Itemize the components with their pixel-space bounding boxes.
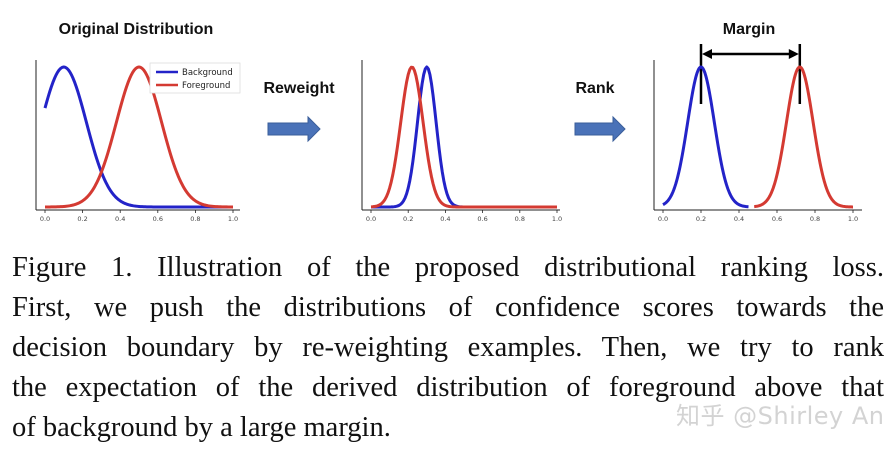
reweight-label: Reweight — [263, 80, 335, 97]
watermark: 知乎 @Shirley An — [676, 402, 885, 430]
x-tick-label: 0.4 — [440, 215, 450, 223]
panel-original-distribution: Original Distribution 0.0 0.2 0.4 0.6 0.8 1.0… — [35, 21, 241, 223]
panel-ranked-distribution: Margin 0.0 0.2 0.4 0.6 0.8 1.0 — [653, 21, 862, 223]
caption-line-5: of background by a large margin. — [12, 412, 391, 443]
rank-arrow-icon — [574, 115, 626, 143]
legend-box — [149, 62, 241, 94]
figure-1-diagram: Original Distribution 0.0 0.2 0.4 0.6 0.8 1.0… — [35, 21, 862, 223]
reweight-arrow-icon — [267, 115, 321, 143]
x-tick-label: 0.8 — [515, 215, 525, 223]
margin-arrowhead-left-icon — [702, 49, 712, 59]
legend-label-background: Background — [182, 68, 233, 78]
x-tick-label: 0.2 — [77, 215, 87, 223]
rank-label: Rank — [575, 80, 614, 97]
x-tick-label: 0.6 — [477, 215, 487, 223]
panel1-title: Original Distribution — [59, 21, 214, 38]
x-tick-label: 0.4 — [734, 215, 744, 223]
panel-reweighted-distribution: 0.0 0.2 0.4 0.6 0.8 1.0 — [361, 60, 562, 223]
series-curve-0 — [662, 65, 750, 209]
margin-arrowhead-right-icon — [788, 49, 799, 59]
margin-label: Margin — [723, 21, 775, 38]
x-tick-label: 0.2 — [403, 215, 413, 223]
x-tick-label: 0.0 — [40, 215, 50, 223]
x-tick-label: 0.0 — [658, 215, 668, 223]
caption-line-4: the expectation of the derived distribut… — [12, 372, 884, 403]
series-curve-1 — [753, 65, 854, 209]
reweight-arrow-group: Reweight — [263, 80, 335, 143]
x-tick-label: 0.4 — [115, 215, 125, 223]
caption-line-2: First, we push the distributions of conf… — [12, 292, 884, 323]
series-curve-0 — [43, 65, 233, 209]
legend: Background Foreground — [149, 62, 241, 94]
x-tick-label: 0.8 — [810, 215, 820, 223]
x-tick-label: 0.2 — [696, 215, 706, 223]
caption-line-1: Figure 1. Illustration of the proposed d… — [12, 252, 884, 283]
x-tick-label: 0.6 — [153, 215, 163, 223]
legend-label-foreground: Foreground — [182, 81, 230, 91]
rank-arrow-group: Rank — [574, 80, 626, 143]
series-curve-1 — [370, 65, 557, 209]
caption-line-3: decision boundary by re-weighting exampl… — [12, 332, 884, 363]
series-curve-1 — [44, 65, 234, 209]
x-tick-label: 1.0 — [848, 215, 858, 223]
x-tick-label: 1.0 — [552, 215, 562, 223]
x-tick-label: 0.6 — [772, 215, 782, 223]
x-tick-label: 0.0 — [366, 215, 376, 223]
figure-caption: Figure 1. Illustration of the proposed d… — [12, 248, 884, 448]
x-tick-label: 0.8 — [190, 215, 200, 223]
x-tick-label: 1.0 — [228, 215, 238, 223]
